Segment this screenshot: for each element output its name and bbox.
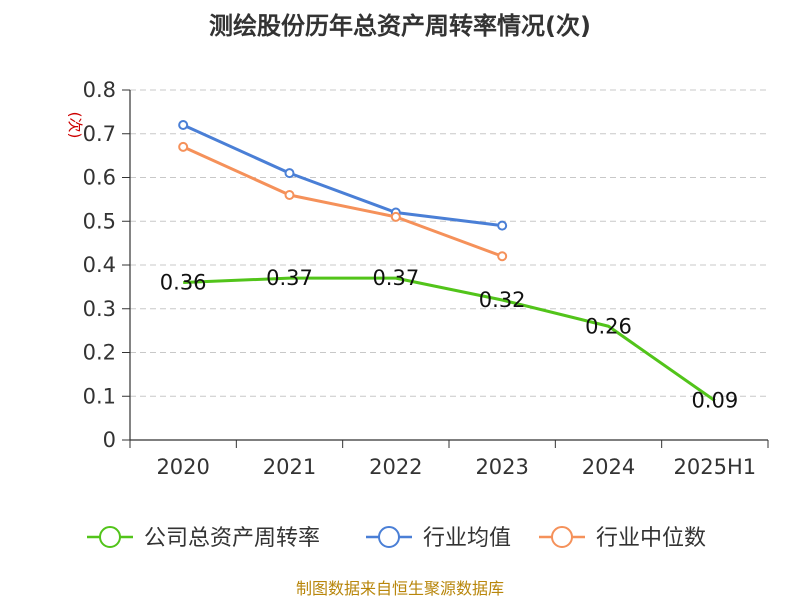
x-tick-label-4: 2024 bbox=[582, 455, 635, 479]
y-tick-label-4: 0.4 bbox=[83, 253, 116, 277]
legend-label-0: 公司总资产周转率 bbox=[144, 526, 320, 551]
grid-lines bbox=[130, 89, 768, 397]
y-tick-label-3: 0.3 bbox=[83, 297, 116, 321]
x-tick-label-1: 2021 bbox=[263, 455, 316, 479]
series-2-point-1 bbox=[284, 190, 295, 200]
series-0-label-1: 0.37 bbox=[266, 266, 313, 290]
series-0-label-3: 0.32 bbox=[479, 288, 526, 312]
legend-marker-1 bbox=[378, 526, 400, 548]
y-axis-unit: (次) bbox=[66, 112, 84, 139]
series-2-point-0 bbox=[178, 141, 189, 152]
y-tick-labels: 0 0.1 0.2 0.3 0.4 0.5 0.6 0.7 0.8 bbox=[83, 78, 116, 452]
legend-marker-0 bbox=[99, 526, 121, 548]
legend-label-1: 行业均值 bbox=[423, 526, 511, 551]
series-lines: 0.36 0.37 0.37 0.32 0.26 0.09 bbox=[160, 120, 738, 413]
x-tick-labels: 2020 2021 2022 2023 2024 2025H1 bbox=[156, 455, 756, 479]
series-1-point-0 bbox=[178, 120, 189, 130]
legend-item-1: 行业均值 bbox=[366, 526, 511, 551]
legend: 公司总资产周转率 行业均值 行业中位数 bbox=[87, 526, 706, 551]
series-2-point-2 bbox=[390, 211, 401, 222]
y-tick-label-6: 0.6 bbox=[83, 166, 116, 190]
axes bbox=[122, 89, 769, 448]
y-tick-label-0: 0 bbox=[103, 428, 116, 452]
y-tick-label-5: 0.5 bbox=[83, 209, 116, 233]
legend-marker-2 bbox=[551, 526, 573, 548]
series-1 bbox=[178, 120, 508, 231]
series-0-label-5: 0.09 bbox=[691, 389, 738, 413]
series-0: 0.36 0.37 0.37 0.32 0.26 0.09 bbox=[160, 266, 738, 413]
legend-item-2: 行业中位数 bbox=[539, 526, 706, 551]
series-line-1 bbox=[182, 123, 503, 228]
y-tick-label-2: 0.2 bbox=[83, 341, 116, 365]
series-line-0 bbox=[183, 276, 716, 402]
series-2 bbox=[178, 141, 508, 262]
chart-title: 测绘股份历年总资产周转率情况(次) bbox=[209, 12, 591, 40]
legend-label-2: 行业中位数 bbox=[596, 526, 706, 551]
series-0-label-4: 0.26 bbox=[585, 314, 632, 338]
series-1-point-1 bbox=[284, 168, 295, 179]
y-tick-label-1: 0.1 bbox=[83, 384, 116, 408]
y-tick-label-8: 0.8 bbox=[83, 78, 116, 102]
series-2-point-3 bbox=[497, 251, 508, 262]
source-note: 制图数据来自恒生聚源数据库 bbox=[296, 579, 504, 598]
series-1-point-3 bbox=[497, 220, 508, 231]
x-tick-label-2: 2022 bbox=[369, 455, 422, 479]
series-0-label-2: 0.37 bbox=[372, 266, 419, 290]
x-tick-label-5: 2025H1 bbox=[674, 455, 757, 479]
x-tick-label-0: 2020 bbox=[156, 455, 209, 479]
series-0-label-0: 0.36 bbox=[160, 271, 207, 295]
y-tick-label-7: 0.7 bbox=[83, 122, 116, 146]
x-tick-label-3: 2023 bbox=[475, 455, 528, 479]
series-line-2 bbox=[182, 145, 503, 258]
legend-item-0: 公司总资产周转率 bbox=[87, 526, 320, 551]
